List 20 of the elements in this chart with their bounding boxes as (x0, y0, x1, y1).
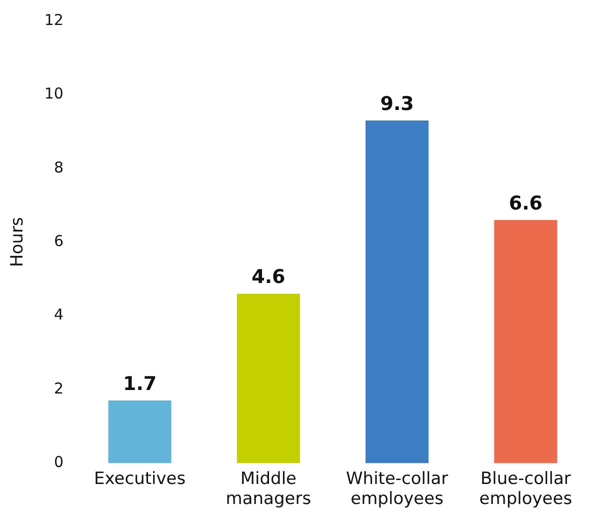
y-tick-label: 8 (54, 158, 64, 176)
y-tick-label: 4 (54, 306, 64, 324)
x-tick-label: Middle managers (226, 468, 312, 510)
data-label: 4.6 (252, 266, 286, 288)
x-tick-label: Executives (94, 468, 186, 489)
y-tick-label: 6 (54, 232, 64, 250)
x-tick-label: White-collar employees (346, 468, 448, 510)
x-tick-label: Blue-collar employees (479, 468, 572, 510)
y-tick-label: 10 (44, 84, 64, 103)
bar (236, 294, 300, 464)
bar (494, 220, 558, 464)
data-label: 9.3 (380, 92, 414, 115)
y-tick-label: 0 (54, 453, 64, 472)
bar (366, 120, 429, 464)
data-label: 6.6 (508, 192, 543, 214)
data-label: 1.7 (122, 372, 157, 395)
y-tick-label: 12 (44, 10, 64, 29)
y-axis-title: Hours (8, 217, 28, 268)
y-tick-label: 2 (54, 379, 64, 398)
bar (108, 400, 172, 464)
